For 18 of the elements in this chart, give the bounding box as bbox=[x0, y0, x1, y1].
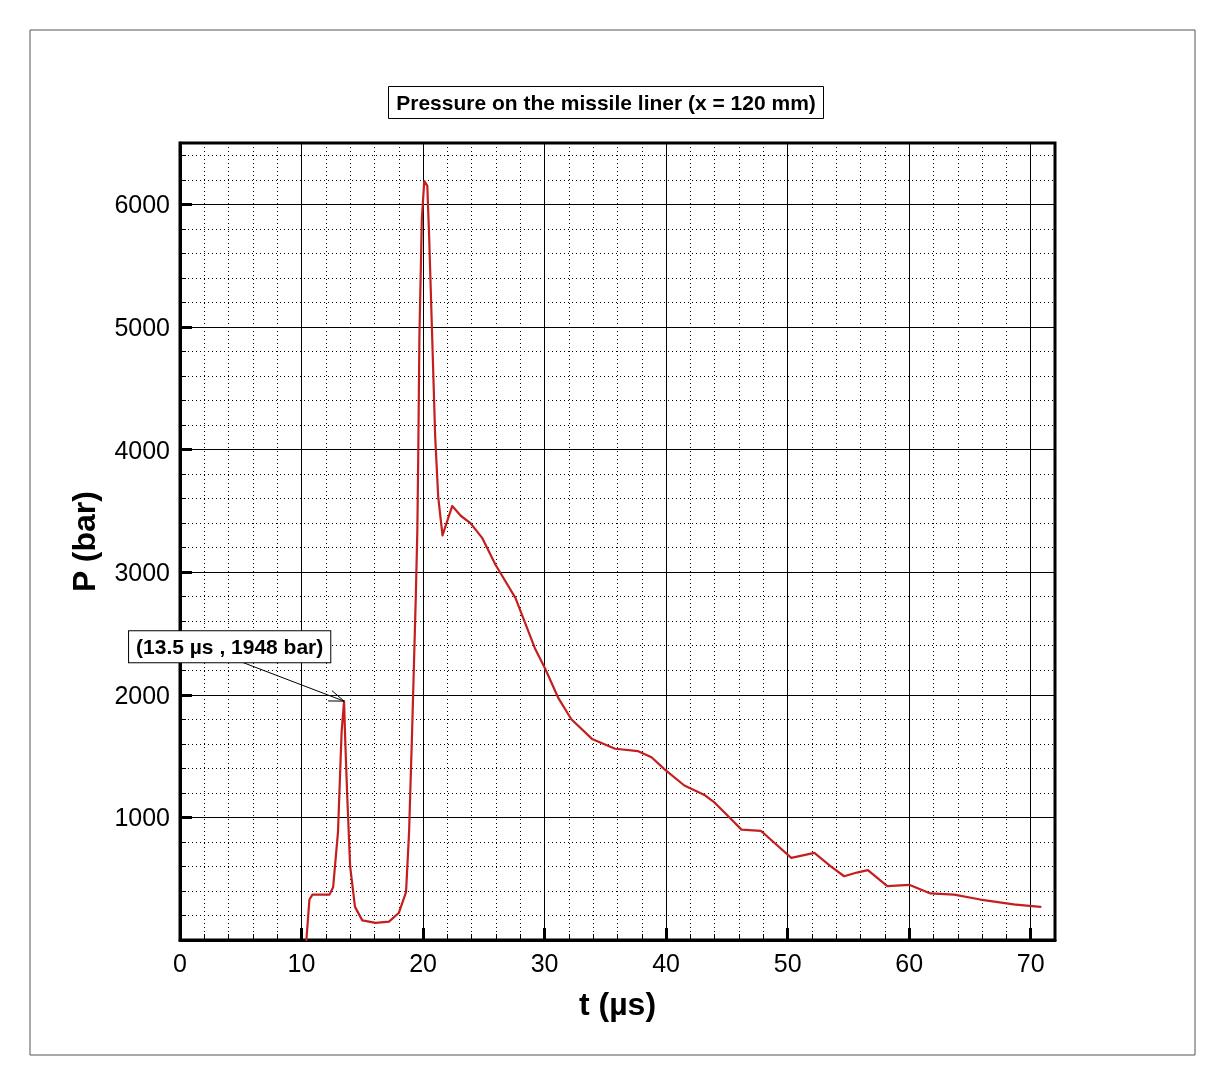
x-tick-label: 40 bbox=[652, 948, 681, 977]
y-tick-label: 5000 bbox=[114, 312, 170, 341]
x-tick-label: 0 bbox=[173, 948, 187, 977]
annotation: (13.5 µs , 1948 bar) bbox=[136, 635, 324, 659]
y-tick-label: 3000 bbox=[114, 558, 170, 587]
x-tick-label: 20 bbox=[409, 948, 437, 977]
x-tick-label: 30 bbox=[530, 948, 559, 977]
x-tick-label: 50 bbox=[773, 948, 802, 977]
y-tick-label: 6000 bbox=[114, 190, 170, 219]
y-tick-label: 1000 bbox=[114, 803, 170, 832]
chart-title: Pressure on the missile liner (x = 120 mm) bbox=[396, 91, 816, 114]
x-tick-label: 60 bbox=[895, 948, 924, 977]
x-tick-label: 70 bbox=[1016, 948, 1045, 977]
y-axis-title: P (bar) bbox=[66, 491, 102, 592]
y-tick-label: 2000 bbox=[114, 680, 170, 709]
x-axis-title: t (µs) bbox=[578, 986, 657, 1022]
x-tick-label: 10 bbox=[287, 948, 316, 977]
y-tick-label: 4000 bbox=[114, 435, 170, 464]
